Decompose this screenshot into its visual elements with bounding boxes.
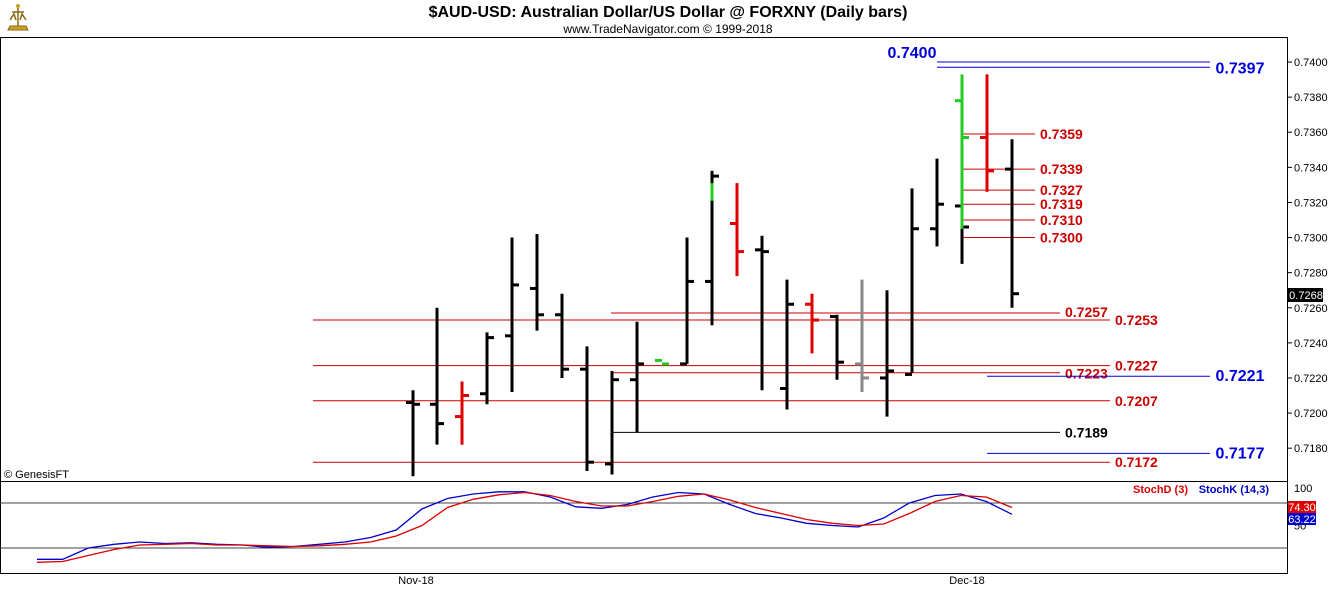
level-label-0-7339: 0.7339 (1040, 161, 1083, 177)
chart-subtitle: www.TradeNavigator.com © 1999-2018 (562, 22, 772, 36)
stochk-line (37, 491, 1013, 560)
ohlc-bar (1005, 139, 1019, 308)
stochd-line (36, 491, 1013, 563)
ohlc-bar (430, 307, 444, 445)
price-tick-label: 0.7220 (1294, 373, 1328, 385)
ohlc-bar (880, 290, 894, 417)
stochastic-panel (0, 481, 1288, 574)
date-label-nov-18: Nov-18 (398, 575, 433, 587)
ohlc-bar (680, 237, 694, 366)
date-label-dec-18: Dec-18 (949, 575, 984, 587)
level-label-0-7310: 0.7310 (1040, 212, 1083, 228)
level-label-0-7223: 0.7223 (1065, 366, 1108, 382)
legend-stochk: StochK (14,3) (1199, 484, 1270, 496)
level-label-0-7221: 0.7221 (1216, 368, 1265, 385)
price-tick-label: 0.7380 (1294, 92, 1328, 104)
ohlc-bar (505, 237, 519, 392)
level-label-0-7257: 0.7257 (1065, 304, 1108, 320)
ohlc-bar (805, 293, 819, 354)
legend-stochd: StochD (3) (1133, 484, 1188, 496)
ohlc-bar (655, 358, 669, 366)
level-label-0-7319: 0.7319 (1040, 196, 1083, 212)
price-tick-label: 0.7280 (1294, 268, 1328, 280)
date-axis: Nov-18 Dec-18 (398, 575, 984, 587)
level-label-0-7327: 0.7327 (1040, 182, 1083, 198)
price-tick-label: 0.7340 (1294, 162, 1328, 174)
ohlc-bar (406, 390, 420, 477)
price-tick-label: 0.7200 (1294, 408, 1328, 420)
price-tick-label: 0.7320 (1294, 197, 1328, 209)
level-label-0-7400: 0.7400 (888, 45, 937, 62)
stoch-tick-label: 100 (1294, 483, 1312, 495)
level-label-0-7397: 0.7397 (1216, 60, 1265, 77)
last-price-marker: 0.7268 (1288, 288, 1323, 302)
price-axis: 0.7400 0.7380 0.7360 0.7340 0.7320 0.7300 0.72… (1288, 57, 1328, 455)
svg-text:74.30: 74.30 (1288, 502, 1316, 514)
level-label-0-7300: 0.7300 (1040, 230, 1083, 246)
ohlc-bar (830, 314, 844, 380)
ohlc-bar (730, 183, 744, 277)
ohlc-bar (530, 234, 544, 331)
credit-label: © GenesisFT (4, 469, 69, 481)
level-label-0-7189: 0.7189 (1065, 424, 1108, 440)
ohlc-bar (555, 293, 569, 378)
ohlc-bar (780, 279, 794, 410)
ohlc-bar (480, 332, 494, 405)
level-label-0-7359: 0.7359 (1040, 126, 1083, 142)
level-label-0-7207: 0.7207 (1115, 393, 1158, 409)
price-tick-label: 0.7260 (1294, 303, 1328, 315)
stochk-last-value: 63.22 (1288, 513, 1316, 526)
price-tick-label: 0.7180 (1294, 443, 1328, 455)
level-label-0-7177: 0.7177 (1216, 445, 1265, 462)
ohlc-bar (605, 370, 619, 475)
price-tick-label: 0.7240 (1294, 338, 1328, 350)
ohlc-bar (455, 381, 469, 445)
chart-title: $AUD-USD: Australian Dollar/US Dollar @ … (429, 4, 908, 21)
last-price-label: 0.7268 (1289, 290, 1323, 302)
ohlc-bar (980, 74, 994, 192)
level-label-0-7253: 0.7253 (1115, 312, 1158, 328)
level-label-0-7227: 0.7227 (1115, 358, 1158, 374)
svg-text:63.22: 63.22 (1288, 514, 1316, 526)
price-tick-label: 0.7300 (1294, 233, 1328, 245)
support-resistance-levels: 0.74000.73970.73590.73390.73270.73190.73… (313, 45, 1265, 470)
ohlc-bar (630, 321, 644, 433)
price-panel (0, 37, 1288, 482)
ohlc-bar (855, 279, 869, 392)
ohlc-bar (755, 235, 769, 391)
ohlc-bars (406, 74, 1019, 477)
ohlc-bar (930, 158, 944, 247)
stochd-last-value: 74.30 (1288, 501, 1316, 514)
price-tick-label: 0.7400 (1294, 57, 1328, 69)
price-tick-label: 0.7360 (1294, 127, 1328, 139)
level-label-0-7172: 0.7172 (1115, 454, 1158, 470)
ohlc-bar (905, 188, 919, 376)
ohlc-bar (580, 346, 594, 471)
logo-icon (2, 2, 34, 34)
